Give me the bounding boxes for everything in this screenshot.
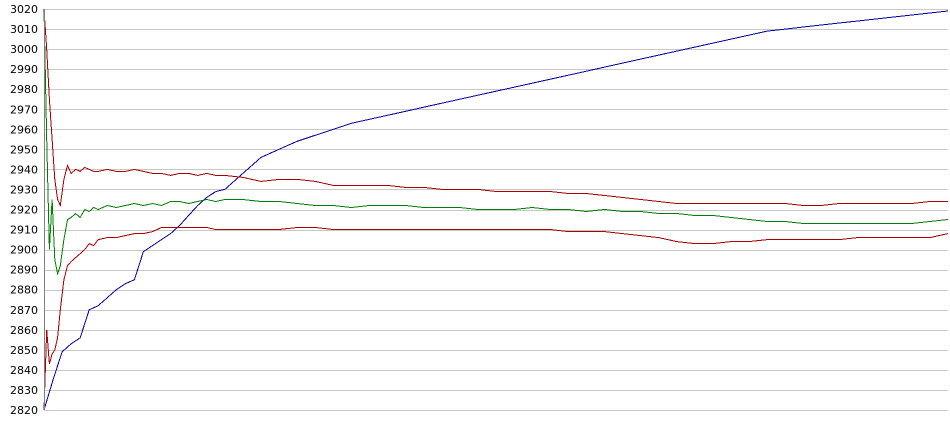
- y-tick-label: 3000: [10, 43, 38, 56]
- series-line-1: [43, 8, 949, 276]
- y-tick-label: 2980: [10, 83, 38, 96]
- y-tick-label: 2900: [10, 244, 38, 257]
- y-tick-label: 2910: [10, 224, 38, 237]
- y-tick-label: 2830: [10, 384, 38, 397]
- y-tick-label: 2960: [10, 123, 38, 136]
- series-line-3: [43, 227, 949, 411]
- y-tick-label: 2880: [10, 284, 38, 297]
- y-tick-label: 2850: [10, 344, 38, 357]
- y-tick-label: 2990: [10, 63, 38, 76]
- y-tick-label: 2970: [10, 103, 38, 116]
- y-tick-label: 2940: [10, 163, 38, 176]
- series-group: [43, 8, 949, 411]
- y-tick-label: 3020: [10, 3, 38, 16]
- y-tick-label: 2950: [10, 143, 38, 156]
- grid: [44, 9, 948, 411]
- y-tick-labels: 3020 3010 3000 2990 2980 2970 2960 2950 2940 2930…: [10, 3, 38, 417]
- y-tick-label: 2840: [10, 364, 38, 377]
- series-line-0: [43, 10, 949, 411]
- y-tick-label: 2860: [10, 324, 38, 337]
- y-tick-label: 2930: [10, 183, 38, 196]
- y-tick-label: 2920: [10, 204, 38, 217]
- y-tick-label: 2820: [10, 404, 38, 417]
- series-line-2: [43, 8, 948, 208]
- y-tick-label: 2890: [10, 264, 38, 277]
- y-tick-label: 2870: [10, 304, 38, 317]
- y-tick-label: 3010: [10, 23, 38, 36]
